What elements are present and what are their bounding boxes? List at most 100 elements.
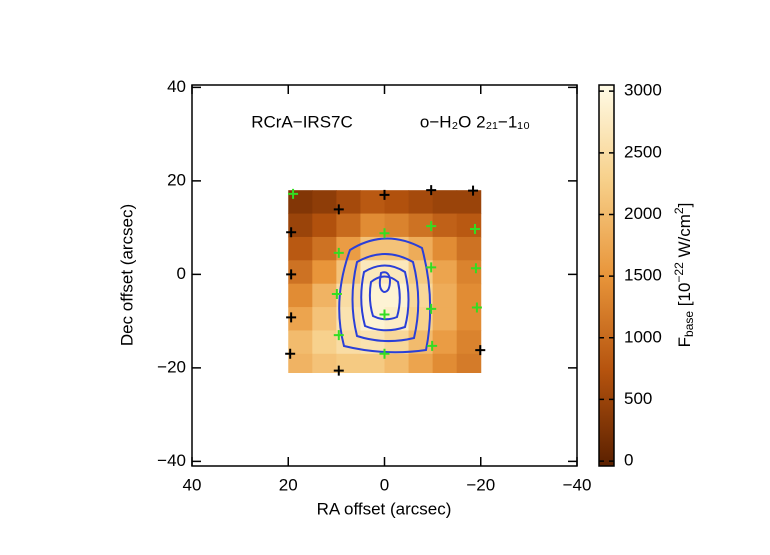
spaxel-marker: [379, 348, 390, 359]
map-cell: [408, 283, 434, 308]
map-cell: [288, 353, 313, 374]
contour: [378, 271, 392, 294]
colorbar-label-part: [10: [675, 283, 694, 311]
y-axis-label: Dec offset (arcsec): [117, 204, 136, 346]
line-label: o−H₂O 2₂₁−1₁₀: [420, 112, 530, 131]
map-cell: [312, 260, 337, 285]
map-cell: [456, 307, 482, 331]
map-cell: [384, 330, 410, 355]
map-cell: [432, 260, 458, 285]
map-layer: [288, 190, 482, 374]
map-cell: [336, 353, 361, 374]
colorbar-label-part: −22: [672, 262, 686, 283]
colorbar-tick-label: 500: [624, 389, 652, 408]
colorbar-label-part: ]: [675, 203, 694, 208]
map-cell: [360, 307, 385, 331]
map-cell: [408, 190, 434, 215]
spaxel-marker: [475, 345, 486, 356]
x-tick-label: −40: [563, 475, 592, 494]
spaxel-marker: [333, 365, 344, 376]
map-cell: [384, 353, 410, 374]
spaxel-marker: [426, 185, 437, 196]
map-cell: [456, 213, 482, 238]
spaxel-marker: [470, 263, 481, 274]
map-cell: [312, 236, 337, 261]
map-cell: [288, 236, 313, 261]
spaxel-marker: [379, 309, 390, 320]
map-cell: [456, 330, 482, 355]
colorbar-label-part: W/cm: [675, 214, 694, 262]
map-cell: [384, 190, 410, 215]
spaxel-marker: [426, 262, 437, 273]
map-cell: [288, 307, 313, 331]
map-cell: [360, 190, 385, 215]
map-cell: [432, 283, 458, 308]
map-cell: [336, 236, 361, 261]
map-cell: [456, 353, 482, 374]
y-tick-label: −40: [157, 451, 186, 470]
y-tick-label: −20: [157, 357, 186, 376]
map-cell: [408, 213, 434, 238]
map-cell: [456, 283, 482, 308]
map-cell: [360, 353, 385, 374]
map-cell: [288, 260, 313, 285]
colorbar-tick-label: 1500: [624, 266, 662, 285]
map-cell: [456, 236, 482, 261]
map-cell: [288, 283, 313, 308]
spaxel-marker: [426, 303, 437, 314]
spaxel-marker: [469, 223, 480, 234]
spaxel-marker: [288, 188, 299, 199]
y-tick-label: 40: [167, 77, 186, 96]
spaxel-marker: [286, 269, 297, 280]
x-tick-label: 0: [380, 475, 389, 494]
map-cell: [384, 307, 410, 331]
map-cell: [408, 236, 434, 261]
map-cell: [312, 283, 337, 308]
map-cell: [384, 213, 410, 238]
map-cell: [360, 213, 385, 238]
map-cell: [432, 330, 458, 355]
map-cell: [432, 213, 458, 238]
colorbar-tick-label: 2500: [624, 142, 662, 161]
spaxel-marker: [379, 228, 390, 239]
colorbar-label-part: base: [682, 311, 696, 337]
map-cell: [432, 236, 458, 261]
contour: [351, 253, 420, 342]
axes: 40 20 0 −20 −40 −40 −20 0 20 40 0 500 1000 1500 2000 25…: [157, 77, 662, 495]
map-cell: [288, 330, 313, 355]
map-cell: [384, 283, 410, 308]
map-cell: [312, 307, 337, 331]
map-cell: [456, 190, 482, 215]
spaxel-marker: [471, 302, 482, 313]
y-tick-label: 0: [177, 264, 186, 283]
map-cell: [312, 190, 337, 215]
spaxel-marker: [286, 227, 297, 238]
x-tick-label: −20: [466, 475, 495, 494]
map-cell: [336, 283, 361, 308]
spaxel-marker: [333, 204, 344, 215]
spaxel-marker: [286, 312, 297, 323]
spaxel-marker: [285, 348, 296, 359]
spaxel-marker: [427, 340, 438, 351]
spaxel-marker: [426, 221, 437, 232]
colorbar-tick-label: 0: [624, 451, 633, 470]
x-axis-label: RA offset (arcsec): [317, 499, 452, 518]
map-cell: [432, 190, 458, 215]
map-cell: [432, 353, 458, 374]
x-tick-label: 40: [183, 475, 202, 494]
spaxel-marker: [379, 189, 390, 200]
map-cell: [288, 190, 313, 215]
spaxel-marker: [333, 330, 344, 341]
spaxel-marker: [468, 185, 479, 196]
map-cell: [456, 260, 482, 285]
colorbar-tick-label: 2000: [624, 204, 662, 223]
spaxel-marker: [333, 247, 344, 258]
contour: [360, 264, 410, 332]
map-cell: [360, 283, 385, 308]
x-tick-label: 20: [279, 475, 298, 494]
colorbar-tick-label: 1000: [624, 327, 662, 346]
object-label: RCrA−IRS7C: [251, 112, 353, 131]
contours: [338, 237, 432, 354]
map-cell: [336, 213, 361, 238]
